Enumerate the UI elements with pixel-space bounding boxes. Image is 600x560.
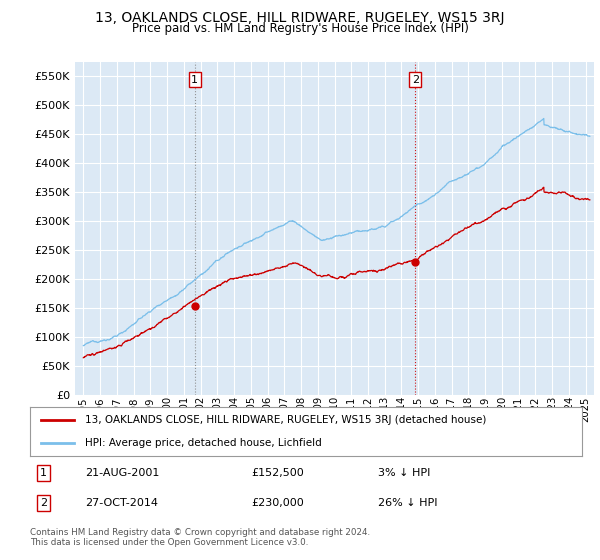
Text: 21-AUG-2001: 21-AUG-2001: [85, 468, 160, 478]
Text: Price paid vs. HM Land Registry's House Price Index (HPI): Price paid vs. HM Land Registry's House …: [131, 22, 469, 35]
Text: £230,000: £230,000: [251, 498, 304, 508]
Text: 27-OCT-2014: 27-OCT-2014: [85, 498, 158, 508]
Text: 13, OAKLANDS CLOSE, HILL RIDWARE, RUGELEY, WS15 3RJ (detached house): 13, OAKLANDS CLOSE, HILL RIDWARE, RUGELE…: [85, 416, 487, 426]
Text: 2: 2: [40, 498, 47, 508]
Text: 13, OAKLANDS CLOSE, HILL RIDWARE, RUGELEY, WS15 3RJ: 13, OAKLANDS CLOSE, HILL RIDWARE, RUGELE…: [95, 11, 505, 25]
Text: 3% ↓ HPI: 3% ↓ HPI: [378, 468, 430, 478]
Text: £152,500: £152,500: [251, 468, 304, 478]
Text: HPI: Average price, detached house, Lichfield: HPI: Average price, detached house, Lich…: [85, 438, 322, 448]
Text: 1: 1: [40, 468, 47, 478]
Text: Contains HM Land Registry data © Crown copyright and database right 2024.
This d: Contains HM Land Registry data © Crown c…: [30, 528, 370, 547]
Text: 26% ↓ HPI: 26% ↓ HPI: [378, 498, 437, 508]
Text: 2: 2: [412, 75, 419, 85]
Text: 1: 1: [191, 75, 198, 85]
